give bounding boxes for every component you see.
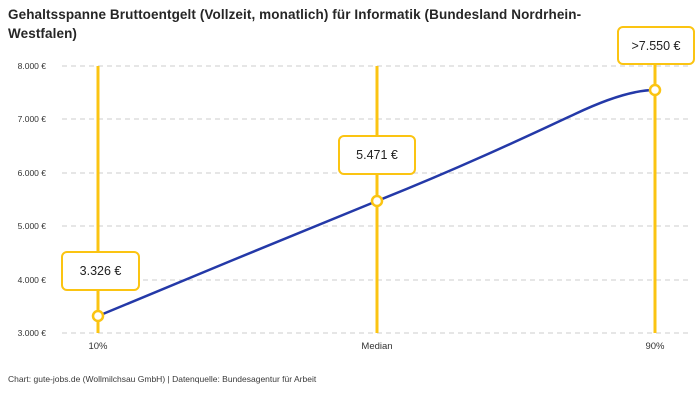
- y-axis-tick-label: 8.000 €: [17, 61, 46, 71]
- value-label-10th-percentile: 3.326 €: [61, 251, 140, 291]
- x-axis-label-median: Median: [361, 341, 393, 352]
- data-point-median: [370, 194, 384, 208]
- chart-attribution: Chart: gute-jobs.de (Wollmilchsau GmbH) …: [8, 374, 317, 384]
- chart-title: Gehaltsspanne Bruttoentgelt (Vollzeit, m…: [8, 7, 582, 41]
- gridlines: [62, 65, 690, 334]
- y-axis-tick-label: 5.000 €: [17, 221, 46, 231]
- value-label-90th-percentile: >7.550 €: [617, 26, 695, 65]
- data-point-markers: [91, 83, 662, 323]
- value-label-text: 3.326 €: [79, 264, 122, 278]
- value-label-text: >7.550 €: [631, 38, 681, 53]
- salary-curve: [96, 88, 657, 318]
- value-label-text: 5.471 €: [356, 148, 398, 162]
- value-label-median: 5.471 €: [338, 135, 416, 175]
- x-axis-label-90th-percentile: 90%: [645, 341, 665, 352]
- x-axis-label-10th-percentile: 10%: [88, 341, 108, 352]
- y-axis-tick-label: 6.000 €: [17, 168, 46, 178]
- y-axis-tick-label: 7.000 €: [17, 114, 46, 124]
- y-axis-tick-label: 3.000 €: [17, 328, 46, 338]
- y-axis-tick-label: 4.000 €: [17, 275, 46, 285]
- data-point-p90: [648, 83, 662, 97]
- data-point-p10: [91, 309, 105, 323]
